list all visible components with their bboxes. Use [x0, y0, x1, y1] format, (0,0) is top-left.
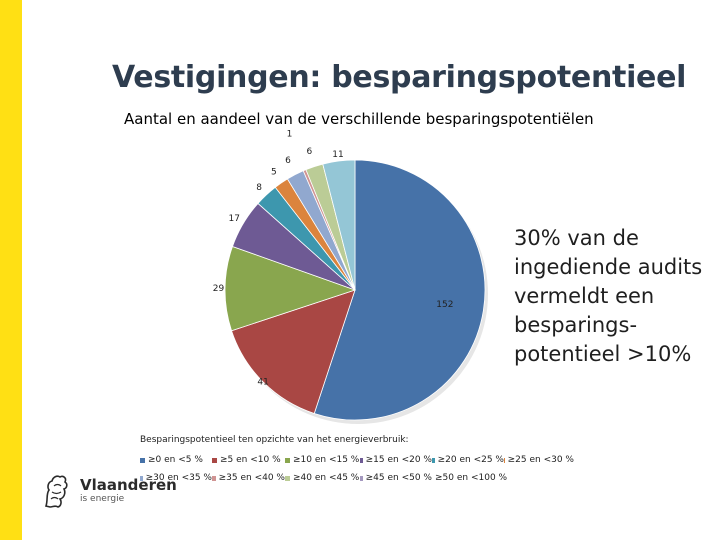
legend-swatch	[285, 475, 290, 481]
legend-label: ≥50 en <100 %	[435, 473, 508, 483]
flemish-lion-icon	[44, 475, 68, 508]
pie-label-2: 41	[257, 377, 268, 387]
legend-swatch	[360, 475, 363, 481]
legend-item-1: ≥0 en <5 %	[140, 455, 212, 465]
legend-label: ≥30 en <35 %	[145, 473, 212, 483]
pie-label-7: 6	[285, 156, 291, 166]
legend-swatch	[212, 457, 217, 463]
vlaanderen-logo: Vlaanderen is energie	[40, 472, 177, 510]
pie-label-3: 29	[213, 284, 225, 294]
legend-swatch	[140, 457, 145, 463]
pie-label-4: 17	[228, 214, 239, 224]
legend-label: ≥20 en <25 %	[437, 455, 504, 465]
legend-item-10: ≥45 en <50 %	[360, 473, 432, 483]
legend-swatch	[212, 475, 216, 481]
pie-slice-3	[224, 245, 357, 332]
legend-item-8: ≥35 en <40 %	[212, 473, 285, 483]
legend-label: ≥15 en <20 %	[365, 455, 432, 465]
legend-swatch	[140, 475, 143, 481]
pie-label-1: 152	[436, 300, 453, 310]
accent-bar	[0, 0, 22, 540]
legend-title: Besparingspotentieel ten opzichte van he…	[140, 435, 409, 445]
legend-item-2: ≥5 en <10 %	[212, 455, 285, 465]
chart-subtitle: Aantal en aandeel van de verschillende b…	[124, 110, 594, 128]
pie-label-11: 11	[332, 150, 343, 160]
logo-tagline: is energie	[80, 494, 125, 504]
pie-slice-11	[322, 159, 356, 291]
legend-item-3: ≥10 en <15 %	[285, 455, 360, 465]
legend-swatch	[360, 457, 363, 463]
legend-item-7: ≥30 en <35 %	[140, 473, 212, 483]
pie-label-8: 1	[287, 130, 293, 140]
pie-label-5: 8	[256, 183, 262, 193]
pie-label-6: 5	[271, 168, 277, 178]
legend-label: ≥10 en <15 %	[293, 455, 360, 465]
legend-label: ≥45 en <50 %	[365, 473, 432, 483]
legend-label: ≥35 en <40 %	[218, 473, 285, 483]
legend-label: ≥0 en <5 %	[148, 455, 203, 465]
logo-name: Vlaanderen	[80, 476, 177, 494]
callout-text: 30% van de ingediende audits vermeldt ee…	[514, 226, 703, 366]
legend-item-5: ≥20 en <25 %	[432, 455, 504, 465]
pie-label-9: 6	[307, 147, 313, 157]
legend-swatch	[504, 457, 505, 463]
slide-title: Vestigingen: besparingspotentieel	[112, 60, 687, 95]
legend-label: ≥5 en <10 %	[220, 455, 281, 465]
legend-swatch	[432, 457, 435, 463]
legend-item-6: ≥25 en <30 %	[504, 455, 574, 465]
legend-item-11: ≥50 en <100 %	[432, 473, 508, 483]
legend-item-9: ≥40 en <45 %	[285, 473, 360, 483]
legend-label: ≥25 en <30 %	[507, 455, 574, 465]
legend-swatch	[285, 457, 290, 463]
legend-item-4: ≥15 en <20 %	[360, 455, 432, 465]
pie-slice-1	[313, 159, 486, 421]
legend-grid: ≥0 en <5 % ≥5 en <10 % ≥10 en <15 % ≥15 en …	[140, 455, 574, 483]
legend-label: ≥40 en <45 %	[293, 473, 360, 483]
legend: Besparingspotentieel ten opzichte van he…	[140, 435, 574, 483]
